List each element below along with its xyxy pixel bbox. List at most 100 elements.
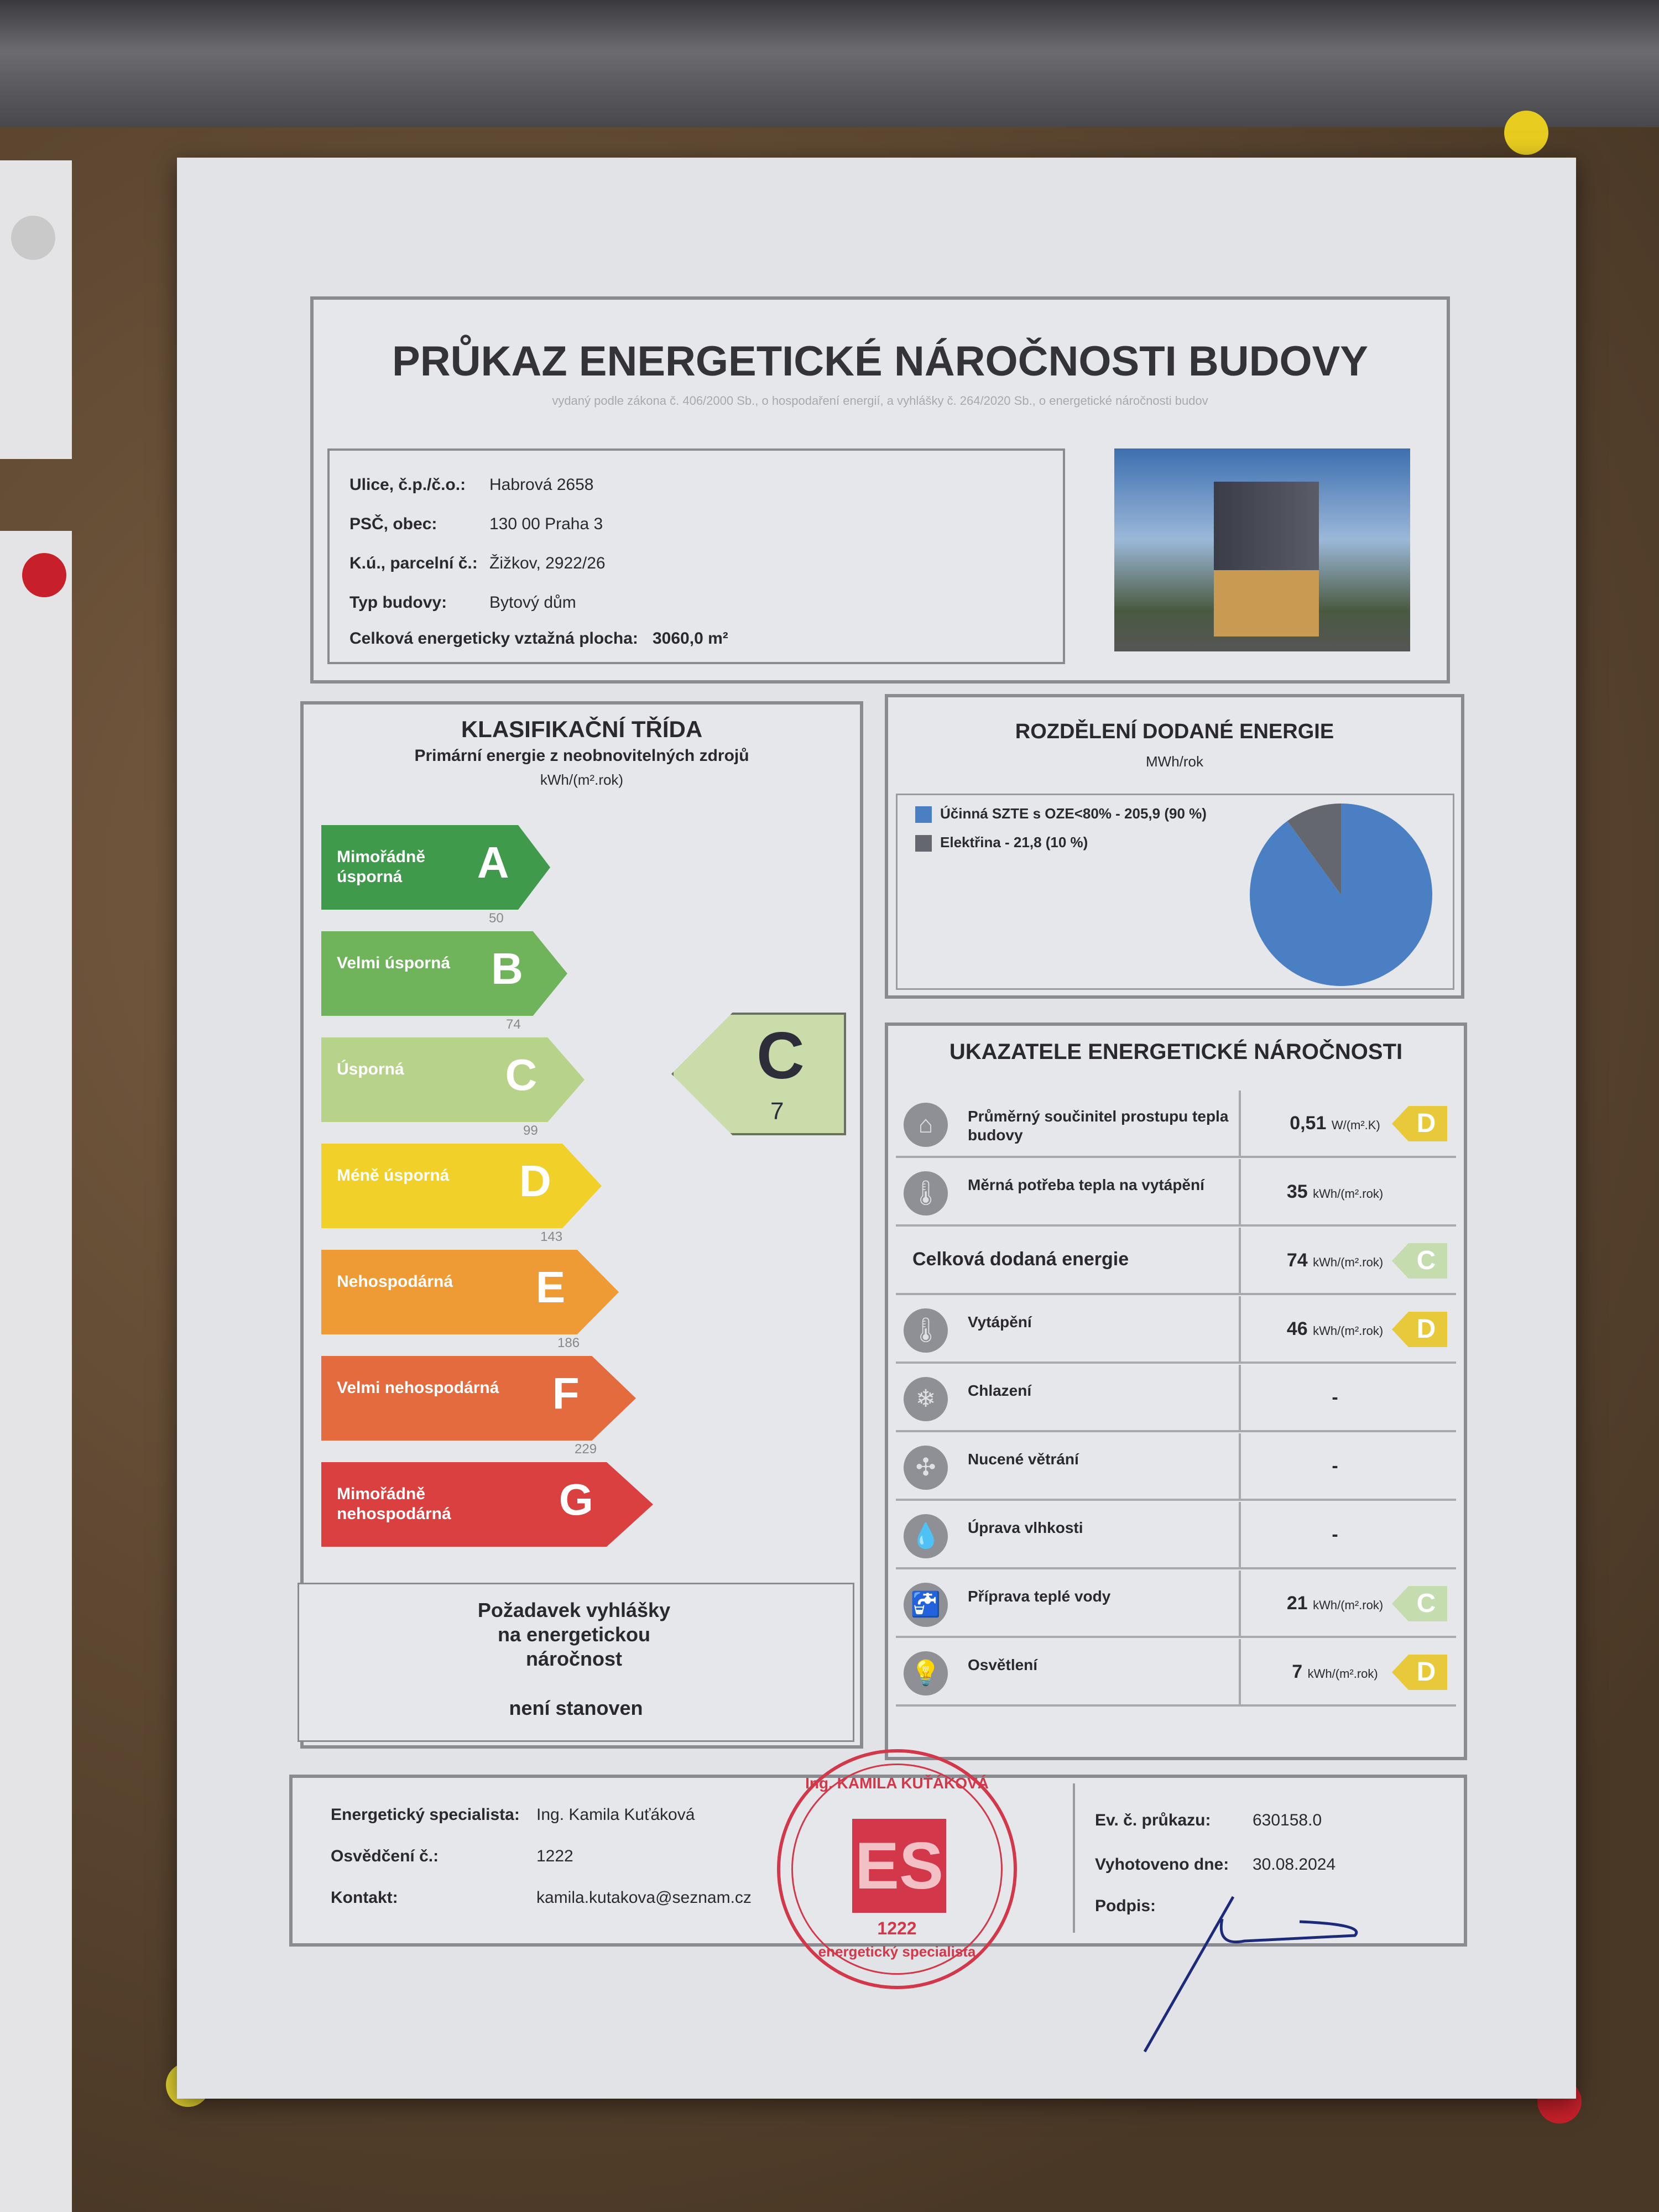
stamp-logo: ES xyxy=(852,1819,946,1913)
class-badge: D xyxy=(1392,1655,1447,1690)
legend-entry: Elektřina - 21,8 (10 %) xyxy=(940,834,1088,851)
class-label: Nehospodárná xyxy=(337,1272,453,1291)
building-field-value: 130 00 Praha 3 xyxy=(489,515,603,533)
indicator-unit: kWh/(m².rok) xyxy=(1313,1598,1384,1612)
building-field-label: Celková energeticky vztažná plocha: xyxy=(349,629,638,648)
class-badge: C xyxy=(1392,1586,1447,1621)
indicator-label: Celková dodaná energie xyxy=(912,1249,1129,1270)
class-label: Mimořádně nehospodárná xyxy=(337,1485,451,1523)
class-letter: C xyxy=(505,1050,538,1099)
class-letter: F xyxy=(552,1369,580,1418)
legend-entry: Účinná SZTE s OZE<80% - 205,9 (90 %) xyxy=(940,805,1207,822)
pushpin xyxy=(1504,111,1548,155)
class-letter: A xyxy=(477,838,509,887)
issue-date: 30.08.2024 xyxy=(1253,1855,1336,1874)
class-bar-a: Mimořádně úsporná A xyxy=(321,825,550,910)
contact-label: Kontakt: xyxy=(331,1888,398,1907)
indicator-value: 74 xyxy=(1286,1250,1308,1271)
building-field-value: 3060,0 m² xyxy=(653,629,728,648)
divider xyxy=(1073,1783,1075,1933)
indicator-row: 🌡 Měrná potřeba tepla na vytápění 35 kWh/(… xyxy=(896,1159,1456,1227)
bulb-icon: 💡 xyxy=(904,1651,948,1695)
specialist-stamp: Ing. KAMILA KUŤÁKOVÁ ES 1222 energetický… xyxy=(777,1749,1017,1989)
pushpin xyxy=(11,216,55,260)
indicator-label: Úprava vlhkosti xyxy=(968,1519,1083,1536)
indicator-label: Nucené větrání xyxy=(968,1451,1079,1468)
distribution-unit: MWh/rok xyxy=(1146,753,1203,770)
indicator-unit: kWh/(m².rok) xyxy=(1313,1187,1384,1201)
building-field-label: Ulice, č.p./č.o.: xyxy=(349,476,466,494)
stamp-name: Ing. KAMILA KUŤÁKOVÁ xyxy=(805,1775,989,1792)
indicator-label: Průměrný součinitel prostupu tepla budov… xyxy=(968,1108,1229,1144)
adjacent-paper xyxy=(0,531,72,2212)
stamp-number: 1222 xyxy=(877,1918,917,1938)
indicator-row: ❄ Chlazení - xyxy=(896,1365,1456,1432)
cooling-icon: ❄ xyxy=(904,1377,948,1421)
class-threshold: 99 xyxy=(523,1123,538,1138)
pie-slice xyxy=(1287,804,1341,895)
signature-label: Podpis: xyxy=(1095,1897,1156,1915)
contact-email[interactable]: kamila.kutakova@seznam.cz xyxy=(536,1888,752,1907)
specialist-label: Energetický specialista: xyxy=(331,1806,520,1824)
indicator-row: Celková dodaná energie 74 kWh/(m².rok) C xyxy=(896,1228,1456,1295)
indicator-value: - xyxy=(1332,1455,1338,1477)
stamp-role: energetický specialista xyxy=(818,1943,976,1960)
pushpin xyxy=(22,553,66,597)
indicator-value: 7 xyxy=(1292,1661,1303,1682)
class-threshold: 50 xyxy=(489,911,504,926)
board-rail xyxy=(0,0,1659,127)
building-photo xyxy=(1114,448,1410,651)
building-field-label: K.ú., parcelní č.: xyxy=(349,554,478,572)
building-info xyxy=(327,448,1065,664)
class-badge: D xyxy=(1392,1312,1447,1347)
indicator-row: 🚰 Příprava teplé vody 21 kWh/(m².rok) C xyxy=(896,1571,1456,1638)
indicator-row: 💧 Úprava vlhkosti - xyxy=(896,1502,1456,1569)
registration-number: 630158.0 xyxy=(1253,1811,1322,1829)
building-field-label: Typ budovy: xyxy=(349,593,447,612)
class-threshold: 186 xyxy=(557,1335,580,1350)
classification-title: KLASIFIKAČNÍ TŘÍDA xyxy=(461,716,703,742)
indicator-value: - xyxy=(1332,1524,1338,1545)
legend-swatch xyxy=(915,806,932,823)
indicators-title: UKAZATELE ENERGETICKÉ NÁROČNOSTI xyxy=(949,1040,1403,1064)
signature xyxy=(1143,1896,1358,2053)
indicator-row: 💡 Osvětlení 7 kWh/(m².rok) D xyxy=(896,1639,1456,1707)
class-letter: B xyxy=(491,944,523,993)
class-badge: D xyxy=(1392,1106,1447,1141)
class-label: Velmi úsporná xyxy=(337,954,451,972)
class-bar-g: Mimořádně nehospodárná G xyxy=(321,1462,653,1547)
class-bar-b: Velmi úsporná B xyxy=(321,931,567,1016)
heating-icon: 🌡 xyxy=(904,1308,948,1353)
indicator-unit: kWh/(m².rok) xyxy=(1313,1324,1384,1338)
class-bar-e: Nehospodárná E xyxy=(321,1250,619,1334)
class-label: Méně úsporná xyxy=(337,1166,450,1185)
house-icon: ⌂ xyxy=(904,1103,948,1147)
indicator-label: Chlazení xyxy=(968,1382,1032,1399)
class-bar-d: Méně úsporná D xyxy=(321,1144,602,1228)
indicator-value: 35 xyxy=(1286,1181,1308,1202)
classification-unit: kWh/(m².rok) xyxy=(540,771,624,788)
indicator-label: Příprava teplé vody xyxy=(968,1588,1111,1605)
requirement-box xyxy=(298,1583,854,1742)
indicator-unit: kWh/(m².rok) xyxy=(1307,1667,1378,1681)
class-threshold: 74 xyxy=(506,1017,521,1032)
class-label: Mimořádně úsporná xyxy=(337,848,426,886)
indicator-unit: kWh/(m².rok) xyxy=(1313,1255,1384,1269)
building-field-label: PSČ, obec: xyxy=(349,515,437,533)
classification-subtitle: Primární energie z neobnovitelných zdroj… xyxy=(414,747,749,765)
requirement-title: Požadavek vyhlášky na energetickou nároč… xyxy=(477,1599,671,1670)
adjacent-paper xyxy=(0,160,72,459)
requirement-value: není stanoven xyxy=(509,1697,643,1719)
indicator-label: Měrná potřeba tepla na vytápění xyxy=(968,1176,1204,1193)
fan-icon: ✣ xyxy=(904,1446,948,1490)
class-bar-c: Úsporná C xyxy=(321,1037,585,1122)
class-letter: E xyxy=(535,1262,566,1312)
indicator-row: ✣ Nucené větrání - xyxy=(896,1433,1456,1501)
indicator-value: 21 xyxy=(1286,1593,1308,1614)
thermometer-icon: 🌡 xyxy=(904,1171,948,1215)
class-letter: D xyxy=(519,1156,551,1206)
document-subtitle: vydaný podle zákona č. 406/2000 Sb., o h… xyxy=(552,394,1208,408)
certificate-label: Osvědčení č.: xyxy=(331,1847,439,1865)
certificate-number: 1222 xyxy=(536,1847,573,1865)
legend-swatch xyxy=(915,835,932,852)
